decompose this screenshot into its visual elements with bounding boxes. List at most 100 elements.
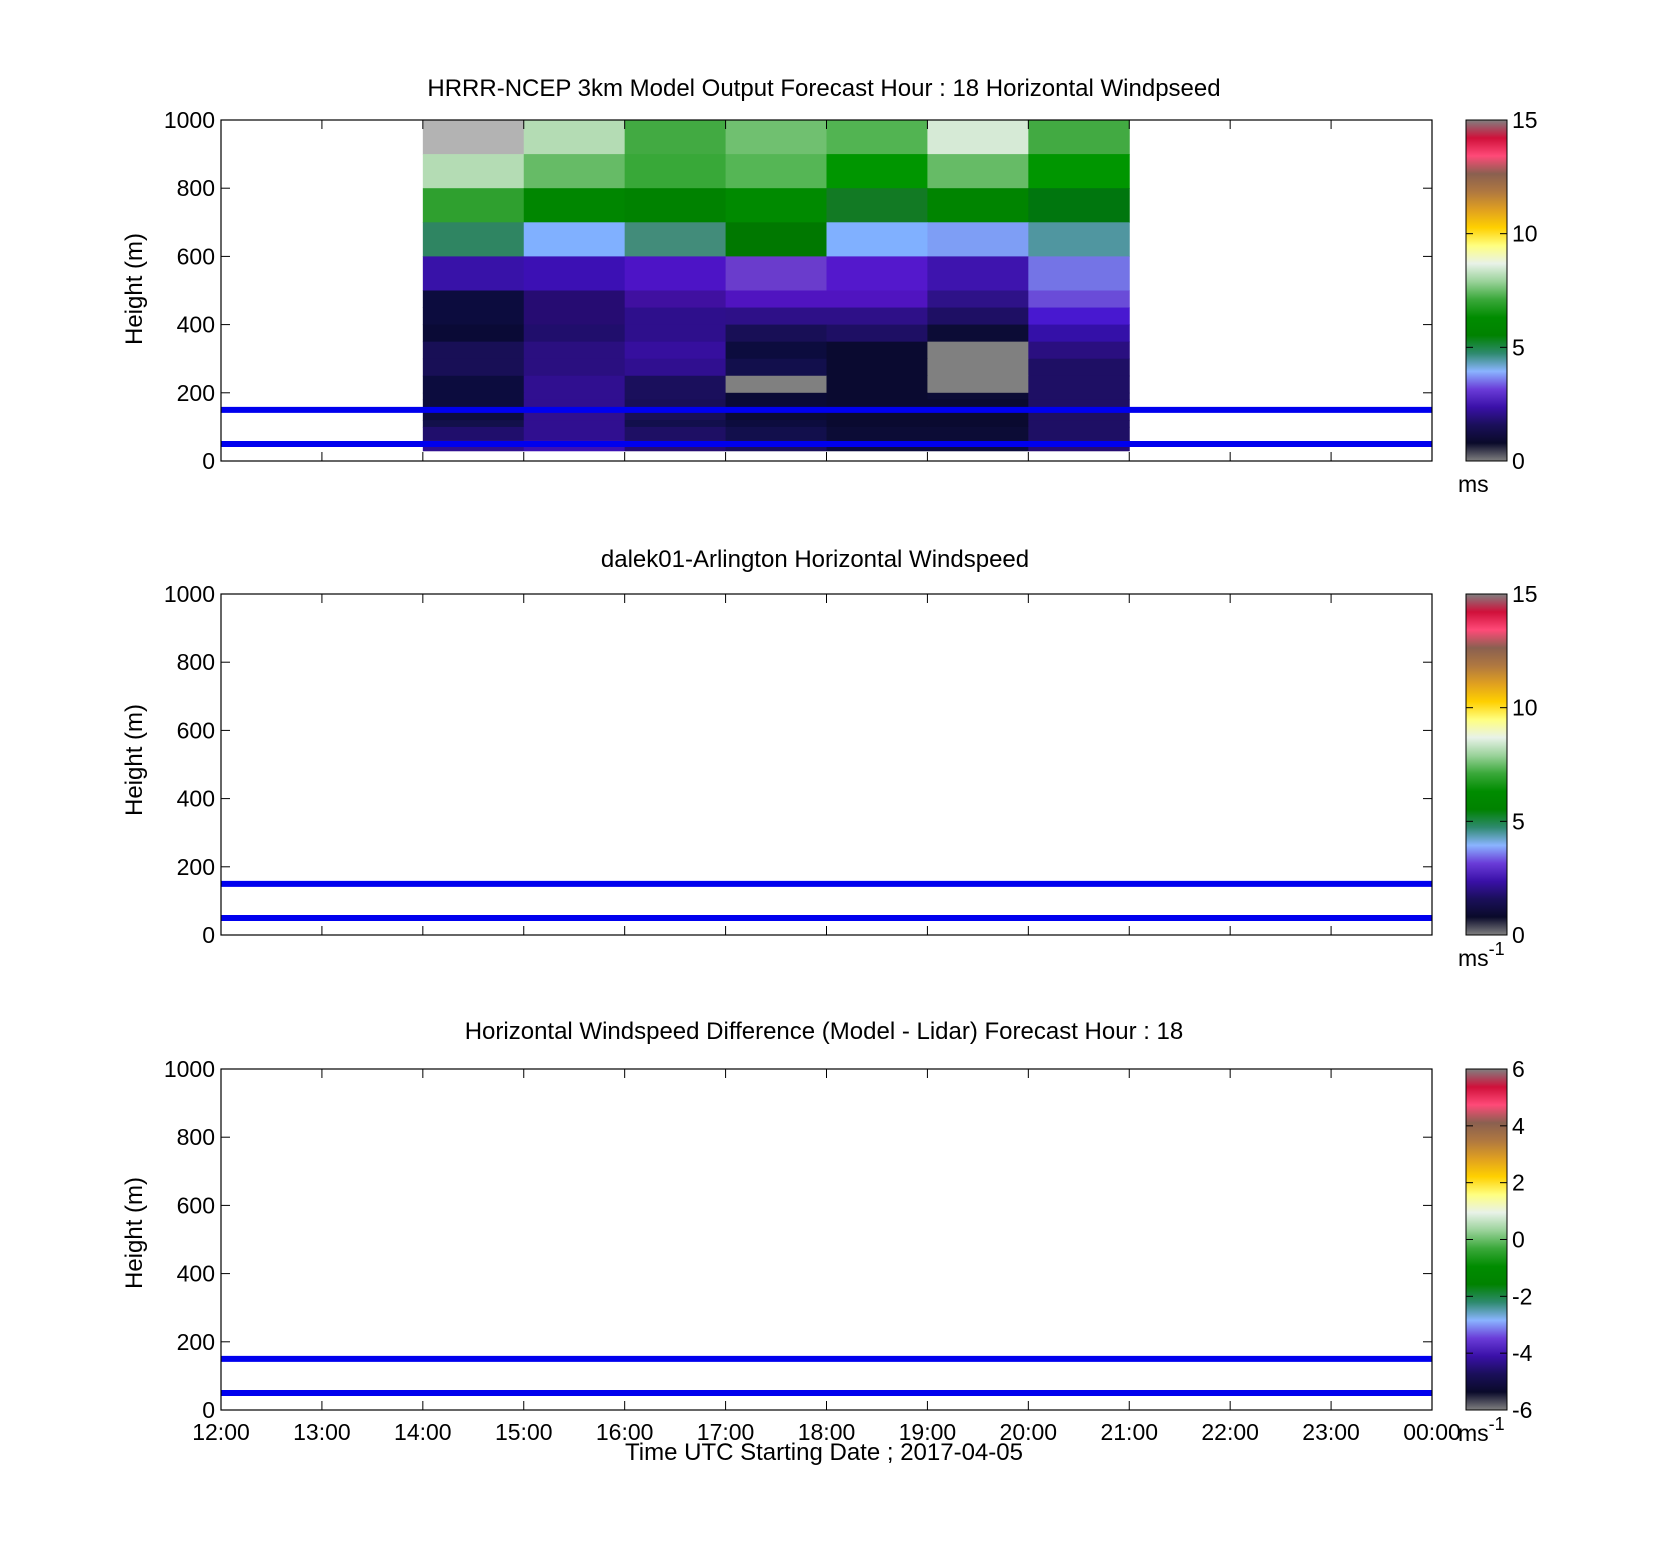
heatmap-cell	[927, 392, 1029, 401]
heatmap-cell	[523, 426, 626, 442]
heatmap-cell	[1028, 290, 1130, 309]
heatmap-cell	[927, 324, 1029, 343]
heatmap-cell	[422, 375, 525, 394]
heatmap-cell	[624, 341, 727, 360]
heatmap-cell	[422, 154, 525, 189]
colorbar-gradient	[1465, 593, 1508, 936]
heatmap-cell	[927, 375, 1029, 394]
colorbar-tick-label: -2	[1512, 1283, 1532, 1309]
heatmap-cell	[927, 222, 1029, 257]
colorbar-tick-label: 5	[1512, 334, 1525, 360]
heatmap-cell	[826, 420, 928, 428]
reference-lines	[221, 880, 1432, 921]
heatmap-cell	[725, 324, 827, 343]
colorbar-tick-label: 2	[1512, 1170, 1525, 1196]
colorbar-unit: ms	[1458, 471, 1489, 497]
heatmap-cell	[523, 256, 626, 291]
y-tick-label: 400	[177, 312, 215, 338]
heatmap-cell	[826, 290, 928, 309]
y-tick-label: 200	[177, 854, 215, 880]
model-output-panel: HRRR-NCEP 3km Model Output Forecast Hour…	[121, 75, 1538, 497]
heatmap-cell	[927, 290, 1029, 309]
colorbar-unit-base: ms	[1458, 945, 1489, 971]
y-tick-label: 200	[177, 380, 215, 406]
heatmap-cell	[725, 375, 827, 394]
x-tick-label: 20:00	[1000, 1419, 1058, 1445]
heatmap-cell	[1028, 341, 1130, 360]
heatmap-cell	[1028, 375, 1130, 394]
y-tick-label: 800	[177, 175, 215, 201]
x-tick-label: 16:00	[596, 1419, 654, 1445]
y-tick-label: 400	[177, 1261, 215, 1287]
heatmap-cell	[826, 426, 928, 442]
heatmap-cell	[422, 426, 525, 442]
heatmap-cell	[1028, 120, 1130, 155]
heatmap-cell	[826, 358, 928, 377]
heatmap-cell	[1028, 154, 1130, 189]
heatmap-cell	[422, 420, 525, 428]
heatmap-cell	[422, 222, 525, 257]
y-tick-label: 800	[177, 1124, 215, 1150]
heatmap-cell	[523, 392, 626, 401]
colorbar-tick-label: -6	[1512, 1397, 1532, 1423]
heatmap-cell	[624, 154, 727, 189]
colorbar-unit: ms-1	[1458, 1414, 1505, 1446]
heatmap-cell	[1028, 222, 1130, 257]
heatmap-cell	[826, 256, 928, 291]
heatmap-cells	[422, 120, 1130, 452]
heatmap-cell	[826, 341, 928, 360]
heatmap-cell	[624, 222, 727, 257]
heatmap-cell	[422, 120, 525, 155]
heatmap-cell	[725, 222, 827, 257]
heatmap-cell	[1028, 324, 1130, 343]
x-tick-label: 14:00	[394, 1419, 452, 1445]
heatmap-cell	[725, 307, 827, 326]
heatmap-cell	[927, 188, 1029, 223]
colorbar-unit-exponent: -1	[1489, 1414, 1505, 1434]
colorbar-unit-exponent: -1	[1489, 939, 1505, 959]
heatmap-cell	[624, 188, 727, 223]
colorbar-tick-label: 15	[1512, 107, 1538, 133]
colorbar-tick-label: 15	[1512, 581, 1538, 607]
y-tick-label: 1000	[164, 107, 215, 133]
heatmap-cell	[422, 256, 525, 291]
heatmap-cell	[523, 154, 626, 189]
heatmap-cell	[422, 324, 525, 343]
colorbar-unit-base: ms	[1458, 1420, 1489, 1446]
heatmap-cell	[624, 358, 727, 377]
colorbar-tick-label: -4	[1512, 1340, 1533, 1366]
heatmap-cell	[927, 341, 1029, 360]
heatmap-cell	[523, 120, 626, 155]
heatmap-cell	[624, 120, 727, 155]
x-tick-label: 22:00	[1201, 1419, 1259, 1445]
y-tick-label: 200	[177, 1329, 215, 1355]
heatmap-cell	[725, 256, 827, 291]
y-tick-label: 400	[177, 786, 215, 812]
colorbar-tick-label: 0	[1512, 922, 1525, 948]
y-ticks: 0 200 400 600 800 1000	[164, 107, 1432, 474]
y-tick-label: 1000	[164, 581, 215, 607]
heatmap-cell	[624, 256, 727, 291]
y-tick-label: 600	[177, 717, 215, 743]
heatmap-cell	[725, 188, 827, 223]
heatmap-cell	[523, 222, 626, 257]
heatmap-cell	[927, 420, 1029, 428]
plot-frame	[220, 119, 1433, 462]
heatmap-cell	[624, 392, 727, 401]
x-tick-label: 23:00	[1302, 1419, 1360, 1445]
lidar-panel: dalek01-Arlington Horizontal Windspeed H…	[121, 546, 1538, 971]
heatmap-cell	[725, 290, 827, 309]
panel-title: dalek01-Arlington Horizontal Windspeed	[601, 546, 1029, 573]
heatmap-cell	[1028, 358, 1130, 377]
heatmap-cell	[1028, 420, 1130, 428]
heatmap-cell	[725, 392, 827, 401]
heatmap-cell	[826, 154, 928, 189]
y-tick-label: 800	[177, 649, 215, 675]
reference-lines	[221, 406, 1432, 447]
heatmap-cell	[624, 324, 727, 343]
heatmap-cell	[1028, 256, 1130, 291]
heatmap-cell	[1028, 307, 1130, 326]
y-tick-label: 0	[202, 1397, 215, 1423]
y-axis-label: Height (m)	[121, 1177, 148, 1289]
heatmap-cell	[523, 290, 626, 309]
